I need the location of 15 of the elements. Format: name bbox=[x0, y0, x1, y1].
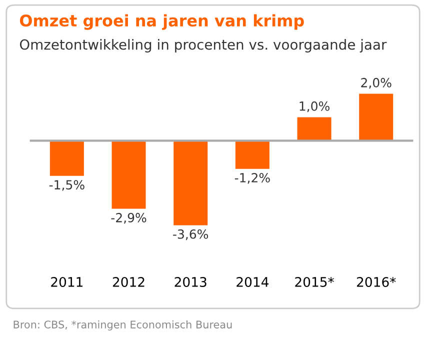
x-tick-label: 2013 bbox=[174, 276, 206, 287]
data-label: 1,0% bbox=[300, 101, 330, 112]
data-label: -1,5% bbox=[49, 180, 84, 191]
x-tick-label: 2016* bbox=[356, 276, 396, 287]
chart-subtitle: Omzetontwikkeling in procenten vs. voorgaande jaar bbox=[20, 39, 387, 52]
chart-title: Omzet groei na jaren van krimp bbox=[20, 14, 304, 30]
x-tick-label: 2012 bbox=[112, 276, 144, 287]
text: Bron: CBS, *ramingen Economisch Bureau bbox=[14, 320, 232, 330]
data-label: -2,9% bbox=[111, 212, 146, 224]
x-tick-label: 2015* bbox=[295, 276, 334, 287]
data-label: -3,6% bbox=[173, 229, 208, 240]
x-tick-label: 2011 bbox=[51, 276, 82, 287]
data-label: -1,2% bbox=[234, 173, 270, 184]
x-tick-label: 2014 bbox=[236, 276, 268, 287]
data-label: 2,0% bbox=[361, 78, 392, 89]
